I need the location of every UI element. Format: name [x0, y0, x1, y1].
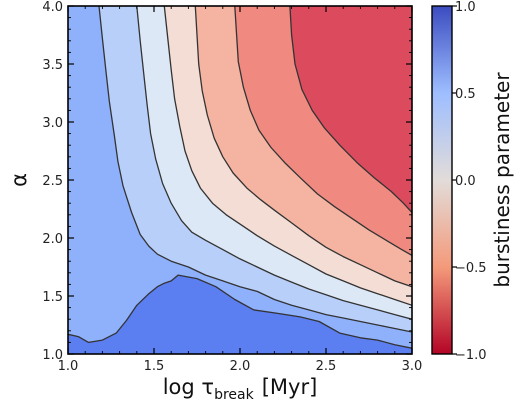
contour-line-6: [289, 6, 412, 213]
y-tick-label: 3.0: [42, 116, 63, 131]
contour-line-0: [68, 274, 412, 349]
y-tick-label: 2.5: [42, 174, 63, 189]
x-tick-label: 1.5: [144, 359, 165, 374]
x-tick-label: 2.0: [230, 359, 251, 374]
colorbar-tick-label: −0.5: [455, 261, 487, 276]
contour-lines: [68, 6, 412, 349]
contour-line-1: [98, 6, 412, 333]
contour-line-5: [234, 6, 412, 256]
y-tick-label: 3.5: [42, 58, 63, 73]
colorbar-tick-label: 0.5: [455, 87, 476, 102]
y-tick-label: 2.0: [42, 232, 63, 247]
y-tick-label: 1.5: [42, 290, 63, 305]
y-tick-label: 1.0: [42, 348, 63, 363]
x-label-main: log τ: [163, 375, 214, 399]
x-axis: 1.0 1.5 2.0 2.5 3.0: [58, 6, 423, 374]
x-label-subscript: break: [214, 387, 255, 403]
contour-fill-bands: [68, 6, 412, 354]
x-tick-label: 2.5: [316, 359, 337, 374]
contour-line-2: [136, 6, 412, 320]
colorbar-tick-label: 1.0: [455, 0, 476, 15]
colorbar: [431, 5, 453, 355]
x-label-unit: [Myr]: [262, 375, 318, 399]
x-tick-label: 1.0: [58, 359, 79, 374]
colorbar-tick-label: −1.0: [455, 348, 487, 363]
colorbar-tick-label: 0.0: [455, 174, 476, 189]
colorbar-label: burstiness parameter: [490, 72, 514, 288]
contour-line-3: [163, 6, 412, 306]
contour-band-7: [289, 6, 412, 213]
y-axis-label: α: [7, 173, 31, 187]
contour-line-4: [194, 6, 412, 288]
x-tick-label: 3.0: [402, 359, 423, 374]
y-axis: 1.0 1.5 2.0 2.5 3.0 3.5 4.0: [42, 0, 412, 363]
y-tick-label: 4.0: [42, 0, 63, 15]
x-axis-label: log τbreak [Myr]: [163, 375, 318, 403]
colorbar-axis: 1.0 0.5 0.0 −0.5 −1.0: [452, 0, 487, 363]
